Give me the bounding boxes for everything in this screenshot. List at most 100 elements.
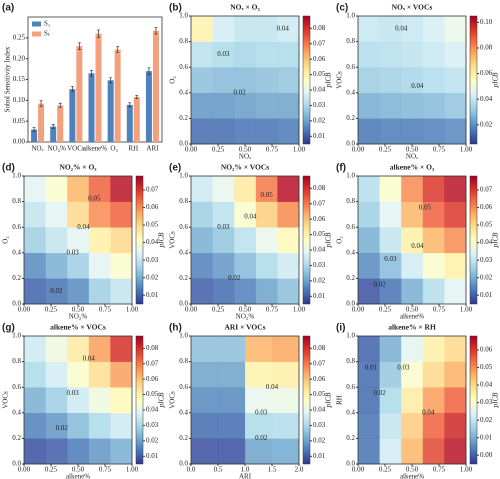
heatmap-cell (212, 227, 235, 254)
error-bar (77, 42, 81, 50)
bar (88, 73, 95, 142)
heatmap-cell (67, 252, 90, 279)
heatmap-cell (110, 227, 133, 254)
y-tick-label: 1.0 (346, 12, 355, 20)
colorbar-tick-label: 0.01 (480, 291, 493, 299)
chart-title: alkene% × VOCs (50, 323, 106, 332)
heatmap-cell (444, 41, 467, 68)
heatmap-cell (191, 412, 219, 439)
heatmap-cell (358, 252, 380, 279)
x-tick-label: 0.25 (379, 146, 392, 154)
contour-label: 0.05 (260, 191, 273, 199)
heatmap-cell (88, 201, 111, 228)
colorbar-tick-label: 0.08 (313, 24, 326, 32)
y-tick-label: 0.0 (12, 460, 21, 468)
contour-label: 0.03 (217, 223, 230, 231)
colorbar-tick-label: 0.07 (146, 359, 159, 367)
heatmap-cell (255, 41, 278, 68)
x-tick-label: 1.00 (460, 146, 473, 154)
heatmap-cell (88, 412, 111, 439)
heatmap-cell (444, 201, 467, 228)
heatmap-cell (379, 336, 402, 362)
heatmap-cell (234, 118, 257, 145)
error-bar (109, 77, 113, 84)
heatmap-cell (24, 361, 46, 388)
heatmap-cell (277, 67, 300, 94)
colorbar-tick-label: 0.05 (480, 221, 493, 229)
heatmap-cell (110, 438, 133, 465)
heatmap-cell (272, 361, 300, 388)
heatmap-cell (212, 67, 235, 94)
x-tick-label: 0.00 (185, 146, 198, 154)
y-tick-label: 0.6 (346, 383, 355, 391)
colorbar-tick-label: 0.01 (480, 433, 493, 441)
y-tick-label: 0.4 (346, 408, 355, 416)
error-bar (51, 124, 55, 130)
colorbar-tick-label: 0.02 (313, 436, 326, 444)
colorbar-tick-label: 0.03 (313, 101, 326, 109)
heatmap-cell (401, 387, 424, 414)
contour-label: 0.03 (217, 50, 230, 58)
heatmap-cell (218, 438, 246, 465)
heatmap-cell (444, 361, 467, 388)
heatmap-cell (444, 387, 467, 414)
x-tick-label: O₃ (110, 145, 118, 153)
error-bar (135, 94, 139, 100)
panel-label: (d) (2, 163, 15, 174)
contour-label: 0.02 (373, 389, 386, 397)
heatmap-cell (422, 278, 445, 305)
heatmap-cell (422, 201, 445, 228)
x-tick-label: 1.00 (126, 466, 139, 474)
heatmap-cell (67, 278, 90, 305)
y-axis-label: O₃ (2, 236, 10, 244)
y-axis-label: VOCs (169, 391, 177, 409)
heatmap-cell (422, 336, 445, 362)
heatmap-cell (110, 387, 133, 414)
colorbar-tick-label: 0.07 (480, 186, 493, 194)
y-tick-label: 0.6 (346, 63, 355, 71)
x-tick-label: VOCs (67, 145, 85, 153)
bar (95, 33, 102, 142)
x-tick-label: 0.50 (406, 146, 419, 154)
x-tick-label: RH (128, 145, 138, 153)
chart-title: NO₂% × O₃ (59, 163, 97, 172)
y-axis-label: VOCs (2, 391, 10, 409)
heatmap-cell (272, 438, 300, 465)
chart-title: alkene% × RH (388, 323, 436, 332)
x-axis-label: alkene% (400, 313, 424, 321)
heatmap-cell (212, 252, 235, 279)
heatmap-cell (358, 412, 380, 439)
colorbar-tick-label: 0.05 (146, 390, 159, 398)
heatmap-cell (191, 41, 213, 68)
x-tick-label: 0.75 (266, 306, 279, 314)
heatmap-cell (422, 227, 445, 254)
heatmap-cell (67, 201, 90, 228)
y-tick-label: 0.6 (12, 383, 21, 391)
contour-label: 0.04 (395, 24, 408, 32)
contour-label: 0.02 (56, 424, 69, 432)
heatmap-cell (422, 361, 445, 388)
colorbar-tick-label: 0.08 (313, 184, 326, 192)
x-tick-label: 0.50 (239, 146, 252, 154)
contour-label: 0.03 (66, 248, 79, 256)
y-tick-label: 0.00 (13, 138, 26, 146)
panel-label: (g) (2, 323, 15, 334)
heatmap-cell (422, 387, 445, 414)
y-tick-label: 0.20 (13, 54, 26, 62)
y-axis-label: O₃ (169, 76, 177, 84)
heatmap-cell (272, 412, 300, 439)
y-tick-label: 0.4 (179, 88, 188, 96)
x-tick-label: 0.25 (379, 306, 392, 314)
error-bar (39, 100, 43, 107)
x-tick-label: 0.5 (214, 466, 223, 474)
heatmap-cell (110, 412, 133, 439)
error-bar (70, 86, 74, 92)
y-tick-label: 1.0 (12, 172, 21, 180)
x-axis-label: alkene% (66, 473, 90, 479)
heatmap-cell (191, 278, 213, 305)
x-tick-label: 1.5 (268, 466, 277, 474)
y-tick-label: 0.6 (179, 383, 188, 391)
heatmap-cell (218, 361, 246, 388)
x-tick-label: 2.0 (295, 466, 304, 474)
y-tick-label: 0.8 (12, 357, 21, 365)
